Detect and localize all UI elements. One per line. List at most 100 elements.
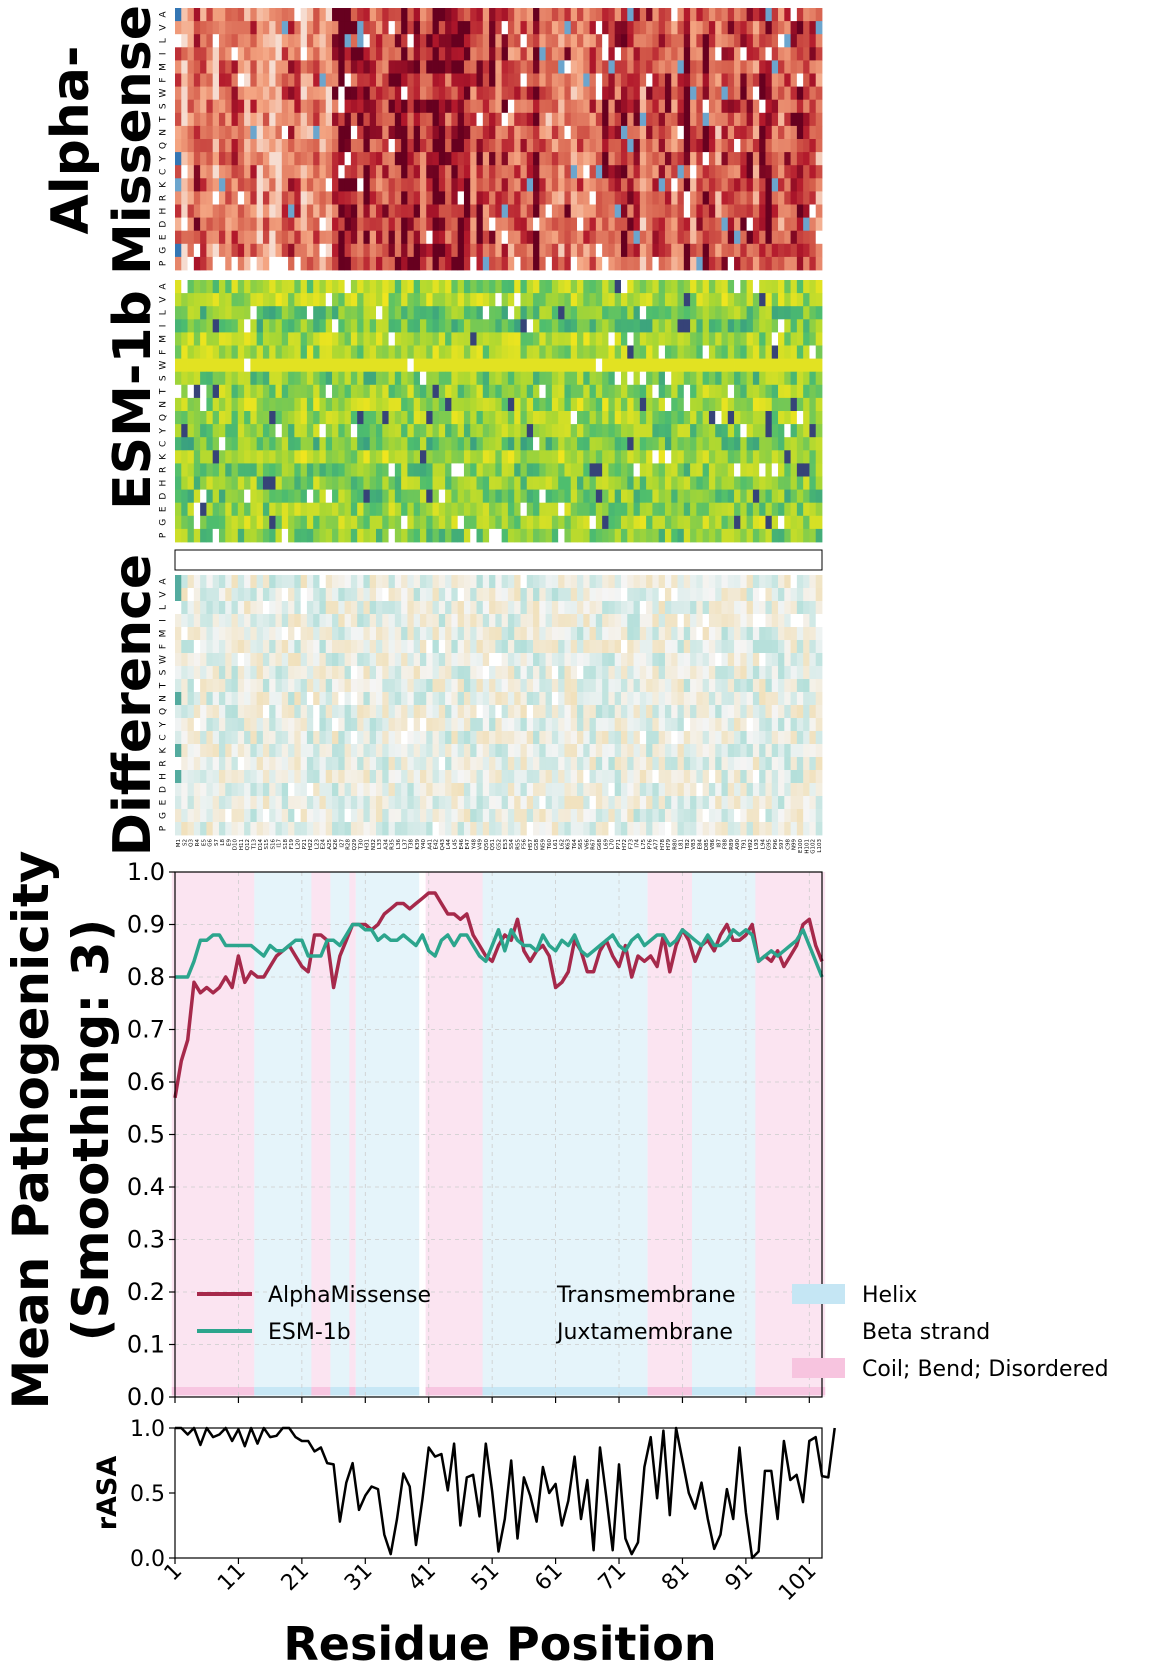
heatmap-cell [313, 476, 320, 490]
heatmap-cell [526, 666, 534, 680]
heatmap-cell [752, 86, 760, 101]
heatmap-cell [489, 528, 496, 543]
heatmap-cell [237, 293, 245, 307]
heatmap-cell [671, 588, 678, 602]
heatmap-cell [313, 293, 320, 307]
heatmap-cell [262, 332, 270, 346]
heatmap-cell [690, 99, 697, 114]
heatmap-cell [181, 152, 188, 166]
heatmap-cell [639, 73, 647, 87]
heatmap-cell [463, 217, 471, 232]
heatmap-cell [539, 204, 547, 218]
heatmap-cell [344, 152, 352, 166]
heatmap-cell [501, 47, 509, 61]
heatmap-cell [225, 450, 232, 464]
heatmap-cell [218, 280, 226, 294]
heatmap-cell [300, 256, 308, 271]
heatmap-cell [809, 21, 817, 35]
heatmap-cell [325, 450, 333, 464]
heatmap-cell [683, 191, 691, 205]
heatmap-cell [394, 34, 402, 48]
heatmap-cell [306, 280, 314, 294]
heatmap-cell [244, 397, 251, 412]
heatmap-cell [539, 450, 547, 464]
heatmap-cell [627, 614, 634, 628]
heatmap-cell [539, 397, 547, 412]
heatmap-cell [545, 424, 553, 438]
heatmap-cell [470, 640, 477, 654]
heatmap-cell [558, 73, 565, 87]
heatmap-cell [620, 178, 628, 192]
heatmap-cell [721, 384, 729, 399]
heatmap-cell [696, 476, 704, 490]
heatmap-cell [325, 332, 333, 346]
heatmap-cell [514, 73, 521, 87]
heatmap-cell [181, 679, 188, 693]
heatmap-cell [482, 112, 490, 127]
heatmap-cell [369, 384, 377, 399]
heatmap-cell [269, 653, 276, 667]
heatmap-cell [702, 358, 710, 373]
heatmap-cell [288, 437, 295, 451]
heatmap-cell [451, 73, 459, 87]
heatmap-cell [809, 424, 817, 438]
heatmap-cell [690, 528, 697, 543]
heatmap-cell [350, 502, 358, 517]
heatmap-cell [206, 243, 214, 258]
heatmap-cell [545, 575, 553, 589]
heatmap-cell [275, 230, 283, 245]
heatmap-cell [752, 256, 760, 271]
heatmap-cell [300, 358, 308, 373]
heatmap-cell [803, 588, 810, 602]
heatmap-cell [187, 489, 195, 504]
heatmap-cell [275, 601, 283, 615]
heatmap-cell [344, 34, 352, 48]
heatmap-cell [614, 280, 622, 294]
heatmap-cell [489, 463, 496, 477]
heatmap-cell [432, 601, 440, 615]
heatmap-cell [652, 411, 660, 425]
heatmap-cell [407, 489, 415, 504]
heatmap-cell [664, 666, 672, 680]
heatmap-cell [231, 230, 239, 245]
heatmap-cell [332, 243, 339, 258]
heatmap-cell [445, 411, 452, 425]
heatmap-cell [545, 627, 553, 641]
heatmap-cell [589, 47, 597, 61]
heatmap-row-label: Q [159, 414, 169, 421]
heatmap-cell [514, 450, 521, 464]
heatmap-cell [526, 528, 534, 543]
heatmap-cell [382, 384, 389, 399]
heatmap-cell [690, 139, 697, 153]
heatmap-cell [589, 319, 597, 333]
heatmap-cell [639, 293, 647, 307]
heatmap-cell [551, 139, 559, 153]
heatmap-cell [734, 601, 741, 615]
heatmap-cell [225, 256, 232, 271]
heatmap-cell [432, 152, 440, 166]
heatmap-cell [658, 437, 666, 451]
heatmap-cell [545, 191, 553, 205]
heatmap-cell [382, 204, 389, 218]
heatmap-cell [683, 371, 691, 386]
heatmap-cell [746, 243, 754, 258]
heatmap-cell [175, 601, 182, 615]
heatmap-cell [533, 588, 540, 602]
heatmap-cell [281, 217, 289, 232]
heatmap-cell [325, 627, 333, 641]
heatmap-cell [200, 463, 207, 477]
heatmap-cell [734, 437, 741, 451]
heatmap-cell [727, 476, 735, 490]
heatmap-cell [218, 73, 226, 87]
heatmap-cell [332, 8, 339, 22]
heatmap-cell [363, 384, 371, 399]
heatmap-cell [463, 450, 471, 464]
heatmap-cell [407, 204, 415, 218]
heatmap-cell [281, 588, 289, 602]
heatmap-cell [796, 165, 804, 179]
heatmap-cell [457, 332, 465, 346]
heatmap-cell [677, 165, 685, 179]
heatmap-cell [734, 125, 741, 140]
heatmap-cell [715, 614, 722, 628]
